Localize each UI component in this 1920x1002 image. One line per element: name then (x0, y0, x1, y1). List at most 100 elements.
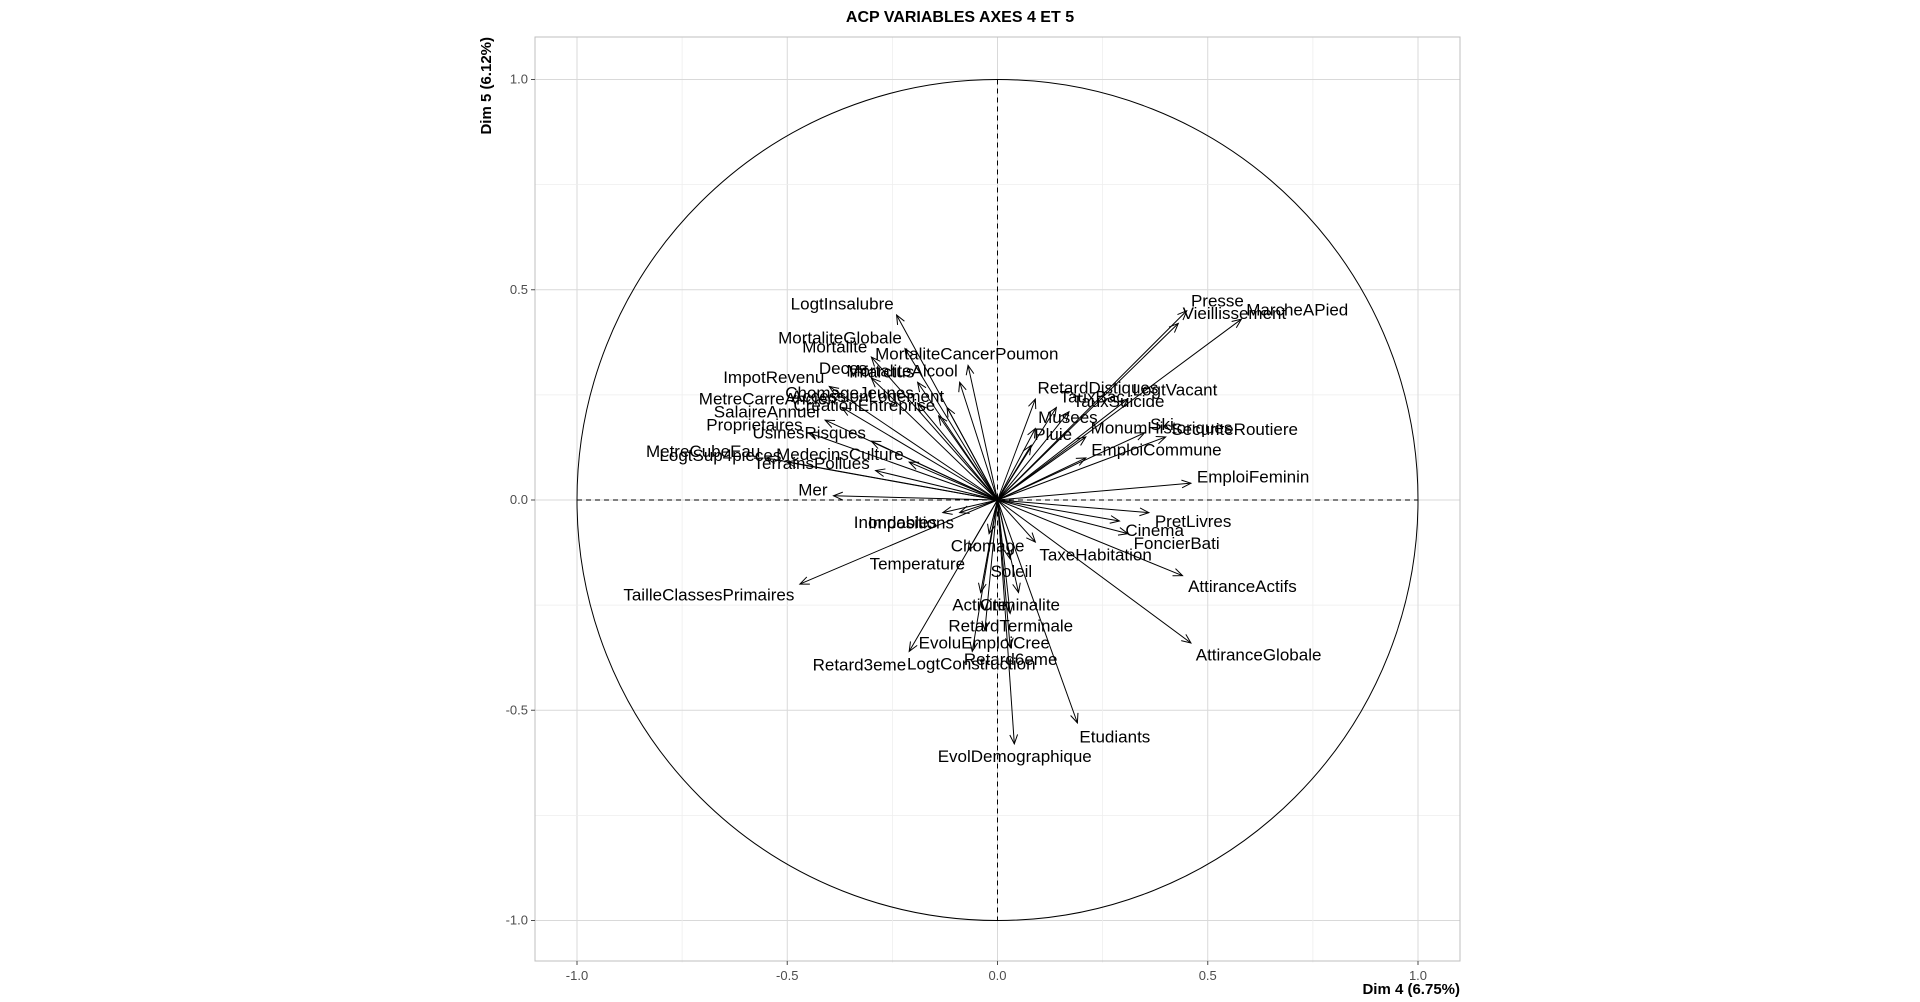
arrow-shaft (997, 398, 1036, 501)
variable-arrow: MortaliteAlcool (846, 362, 998, 501)
variable-label: SalaireAnnuel (714, 403, 820, 422)
variable-arrow: Criminalite (980, 499, 1060, 615)
arrow-head (941, 506, 953, 515)
variable-label: MetreCubeEau (646, 442, 760, 461)
variable-label: TaxeHabitation (1039, 546, 1151, 565)
variable-arrow: ChomageJeunes (785, 384, 998, 501)
variable-label: Etudiants (1079, 728, 1150, 747)
variable-label: Deces (819, 359, 867, 378)
arrow-head (870, 377, 881, 388)
arrow-head (1139, 507, 1151, 517)
arrow-shaft (904, 348, 998, 501)
variable-arrow: CreationEntreprise (793, 396, 998, 501)
arrow-shaft (959, 382, 998, 501)
variable-label: RetardDistiques (1037, 378, 1158, 397)
variable-label: ImpotRevenu (723, 368, 824, 387)
arrow-shaft (942, 499, 998, 514)
arrow-shaft (871, 377, 998, 501)
chart-title: ACP VARIABLES AXES 4 ET 5 (846, 9, 1074, 26)
variable-label: Ski (1150, 415, 1174, 434)
variable-arrow: LogtConstruction (907, 499, 1036, 673)
variable-label: AttiranceGlobale (1196, 646, 1322, 665)
arrow-head (946, 406, 956, 418)
variable-arrow: TailleClassesPrimaires (623, 499, 998, 604)
y-axis-title: Dim 5 (6.12%) (478, 37, 495, 135)
arrow-shaft (946, 407, 998, 501)
variable-arrow: MortaliteCancerPoumon (875, 344, 1058, 501)
arrow-head (1168, 322, 1180, 333)
variable-arrow: Deces (819, 359, 998, 501)
arrow-head (1003, 548, 1013, 561)
variable-label: EvolDemographique (938, 747, 1092, 766)
arrow-shaft (938, 415, 998, 501)
variable-label: Proprietaires (706, 416, 802, 435)
arrow-shaft (997, 499, 1128, 535)
arrow-shaft (997, 499, 1183, 577)
variable-arrow: Presse (997, 292, 1244, 501)
variable-arrow: MortaliteGlobale (778, 329, 998, 501)
arrow-head (904, 347, 914, 359)
arrow-head (1009, 734, 1019, 746)
variable-label: MarcheAPied (1246, 301, 1348, 320)
arrow-head (870, 440, 882, 449)
variable-label: LogtConstruction (907, 654, 1036, 673)
variable-arrow: SecuriteRoutiere (997, 420, 1298, 501)
arrow-head (764, 455, 777, 464)
variable-label: ChomageJeunes (785, 384, 914, 403)
arrow-shaft (841, 407, 998, 501)
arrow-head (1155, 436, 1167, 445)
variable-label: SecuriteRoutiere (1171, 420, 1298, 439)
arrow-head (1172, 568, 1184, 577)
variable-arrow: AttiranceActifs (997, 499, 1297, 596)
arrow-shaft (997, 499, 1149, 514)
variable-label: CreationEntreprise (793, 396, 935, 415)
arrow-head (832, 491, 843, 501)
arrow-head (828, 385, 840, 396)
arrow-head (937, 414, 948, 426)
variable-arrow: Mortalite (802, 338, 998, 501)
variable-label: Mortalite (802, 338, 867, 357)
arrow-head (1117, 527, 1130, 536)
arrow-shaft (833, 495, 998, 501)
arrow-head (1028, 397, 1037, 410)
variable-label: PretLivres (1155, 512, 1232, 531)
arrow-shaft (997, 499, 1036, 543)
variable-label: Cinema (1125, 521, 1184, 540)
variable-arrow: FoncierBati (997, 499, 1220, 553)
x-tick-label: -1.0 (566, 968, 588, 983)
y-tick-label: 0.0 (510, 492, 528, 507)
arrow-head (874, 468, 886, 477)
arrow-head (916, 402, 927, 414)
arrow-head (908, 461, 920, 470)
arrow-head (1231, 318, 1243, 329)
arrow-shaft (997, 482, 1191, 501)
y-tick-label: -0.5 (506, 702, 528, 717)
variable-arrow: TerrainsPollues (753, 454, 998, 501)
arrow-head (1012, 582, 1021, 594)
variable-label: AttiranceActifs (1188, 577, 1297, 596)
variable-arrow: Musees (997, 408, 1098, 501)
arrow-shaft (870, 356, 998, 501)
variable-arrow: EmploiCommune (997, 440, 1222, 501)
arrow-head (916, 381, 927, 393)
variable-arrow: Inondables (854, 499, 998, 532)
variable-label: LogtVacant (1133, 380, 1218, 399)
arrow-shaft (997, 499, 1015, 744)
arrow-head (1181, 634, 1192, 644)
arrow-head (1181, 479, 1193, 489)
variable-label: Musees (1038, 408, 1098, 427)
variable-label: RetardTerminale (948, 617, 1073, 636)
arrow-shaft (997, 323, 1179, 501)
arrow-head (807, 431, 819, 440)
arrow-shaft (997, 499, 1192, 644)
variable-label: Inondables (854, 513, 937, 532)
y-tick-label: -1.0 (506, 913, 528, 928)
x-tick-label: 0.5 (1199, 968, 1217, 983)
arrow-head (1109, 515, 1121, 524)
x-axis-title: Dim 4 (6.75%) (1362, 981, 1460, 998)
arrow-shaft (984, 499, 998, 631)
variable-arrow: RetardDistiques (997, 378, 1158, 501)
variable-label: UsinesRisques (753, 424, 866, 443)
variable-arrow: MonumHistoriques (997, 418, 1232, 501)
arrow-shaft (997, 411, 1070, 501)
